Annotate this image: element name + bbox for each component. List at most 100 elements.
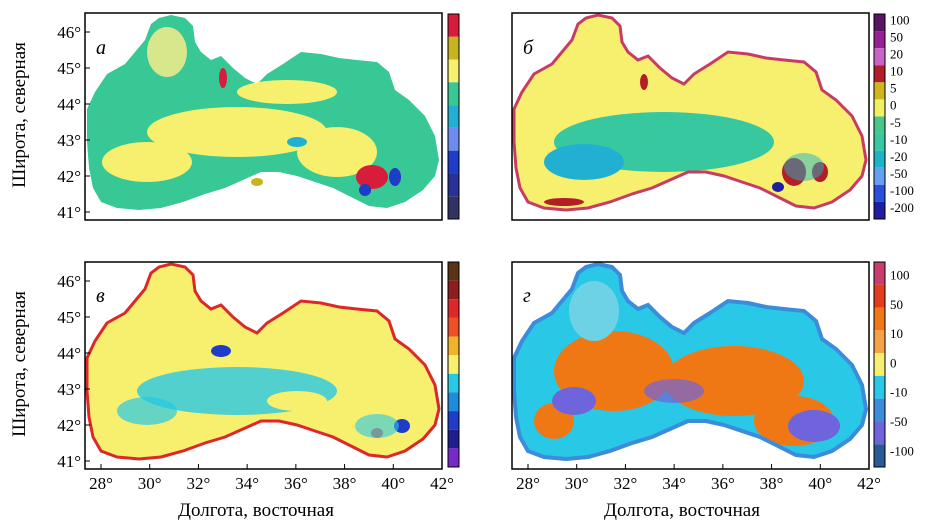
colorbar-swatch — [448, 448, 459, 467]
panel-b-letter: б — [523, 37, 534, 59]
panel-c-letter: в — [96, 285, 105, 307]
colorbar-swatch — [448, 299, 459, 318]
colorbar-label: 0 — [890, 98, 897, 113]
colorbar-label: -100 — [890, 443, 914, 458]
colorbar-swatch — [448, 317, 459, 337]
x-tick-label: 34° — [235, 474, 259, 493]
colorbar-swatch — [448, 429, 459, 449]
colorbar-swatch — [448, 196, 459, 219]
y-tick-label: 44° — [57, 344, 81, 363]
colorbar-swatch — [448, 14, 459, 37]
colorbar-swatch — [874, 31, 885, 49]
y-tick-label: 46° — [57, 23, 81, 42]
x-axis-ticks-d: 28° 30° 32° 34° 36° 38° 40° 42° — [516, 464, 881, 493]
x-tick-label: 38° — [333, 474, 357, 493]
colorbar-swatch — [874, 398, 885, 422]
colorbar-swatch — [448, 127, 459, 151]
panel-a: а 46° 45° 44° 43° 42° 41° — [57, 12, 460, 222]
colorbar-swatch — [874, 330, 885, 354]
panel-a-letter: а — [96, 37, 106, 59]
y-axis-ticks-c: 46° 45° 44° 43° 42° 41° — [57, 272, 90, 471]
colorbar-swatch — [448, 82, 459, 106]
y-tick-label: 41° — [57, 203, 81, 222]
colorbar-a — [447, 13, 460, 220]
colorbar-label: -200 — [890, 200, 914, 215]
colorbar-label: -10 — [890, 132, 907, 147]
x-tick-label: 28° — [89, 474, 113, 493]
x-tick-label: 40° — [808, 474, 832, 493]
x-tick-label: 36° — [284, 474, 308, 493]
colorbar-label: 5 — [890, 81, 897, 96]
colorbar-swatch — [874, 48, 885, 66]
colorbar-swatch — [874, 150, 885, 168]
y-axis-ticks-a: 46° 45° 44° 43° 42° 41° — [57, 23, 90, 222]
colorbar-swatch — [448, 411, 459, 430]
colorbar-swatch — [448, 373, 459, 393]
colorbar-swatch — [448, 36, 459, 60]
colorbar-swatch — [448, 262, 459, 281]
colorbar-swatch — [448, 355, 459, 374]
y-tick-label: 42° — [57, 416, 81, 435]
x-tick-label: 34° — [662, 474, 686, 493]
colorbar-label: 100 — [890, 268, 910, 283]
colorbar-swatch — [874, 14, 885, 32]
colorbar-swatch — [874, 201, 885, 219]
y-tick-label: 46° — [57, 272, 81, 291]
y-tick-label: 45° — [57, 308, 81, 327]
y-axis-label-top: Широта, северная — [9, 42, 30, 188]
colorbar-label: 100 — [890, 12, 910, 27]
colorbar-label: 50 — [890, 29, 903, 44]
colorbar-label: 10 — [890, 326, 903, 341]
colorbar-label: -50 — [890, 166, 907, 181]
x-tick-label: 28° — [516, 474, 540, 493]
x-tick-label: 30° — [138, 474, 162, 493]
y-tick-label: 41° — [57, 452, 81, 471]
colorbar-swatch — [874, 133, 885, 151]
colorbar-label: 0 — [890, 355, 897, 370]
x-tick-label: 30° — [565, 474, 589, 493]
colorbar-label: 10 — [890, 64, 903, 79]
y-tick-label: 45° — [57, 59, 81, 78]
colorbar-swatch — [448, 173, 459, 197]
colorbar-swatch — [874, 444, 885, 467]
colorbar-swatch — [874, 353, 885, 376]
colorbar-label: -10 — [890, 385, 907, 400]
x-axis-label-right: Долгота, восточная — [604, 500, 760, 521]
colorbar-swatch — [874, 421, 885, 445]
y-tick-label: 44° — [57, 95, 81, 114]
colorbar-label: 20 — [890, 46, 903, 61]
x-tick-label: 42° — [857, 474, 881, 493]
colorbar-swatch — [448, 150, 459, 174]
colorbar-label: -100 — [890, 183, 914, 198]
y-tick-label: 43° — [57, 131, 81, 150]
x-tick-label: 32° — [187, 474, 211, 493]
x-tick-label: 32° — [614, 474, 638, 493]
x-axis-ticks-c: 28° 30° 32° 34° 36° 38° 40° 42° — [89, 464, 454, 493]
colorbar-swatch — [874, 184, 885, 202]
colorbar-swatch — [448, 59, 459, 83]
colorbar-swatch — [874, 82, 885, 100]
y-tick-label: 43° — [57, 380, 81, 399]
colorbar-swatch — [448, 392, 459, 412]
colorbar-swatch — [874, 262, 885, 285]
x-tick-label: 36° — [711, 474, 735, 493]
colorbar-swatch — [874, 375, 885, 399]
colorbar-label: -50 — [890, 414, 907, 429]
colorbar-label: -5 — [890, 115, 901, 130]
colorbar-swatch — [874, 65, 885, 83]
colorbar-swatch — [874, 167, 885, 185]
x-tick-label: 38° — [760, 474, 784, 493]
colorbar-label: 50 — [890, 297, 903, 312]
colorbar-c — [447, 261, 460, 468]
y-tick-label: 42° — [57, 167, 81, 186]
x-tick-label: 42° — [430, 474, 454, 493]
colorbar-swatch — [448, 280, 459, 300]
colorbar-swatch — [874, 116, 885, 134]
panel-c: в 46° 45° 44° 43° 42° 41° 28° 30° 32° 34° 36° 38° 4… — [57, 261, 460, 493]
y-axis-label-bottom: Широта, северная — [9, 291, 30, 437]
